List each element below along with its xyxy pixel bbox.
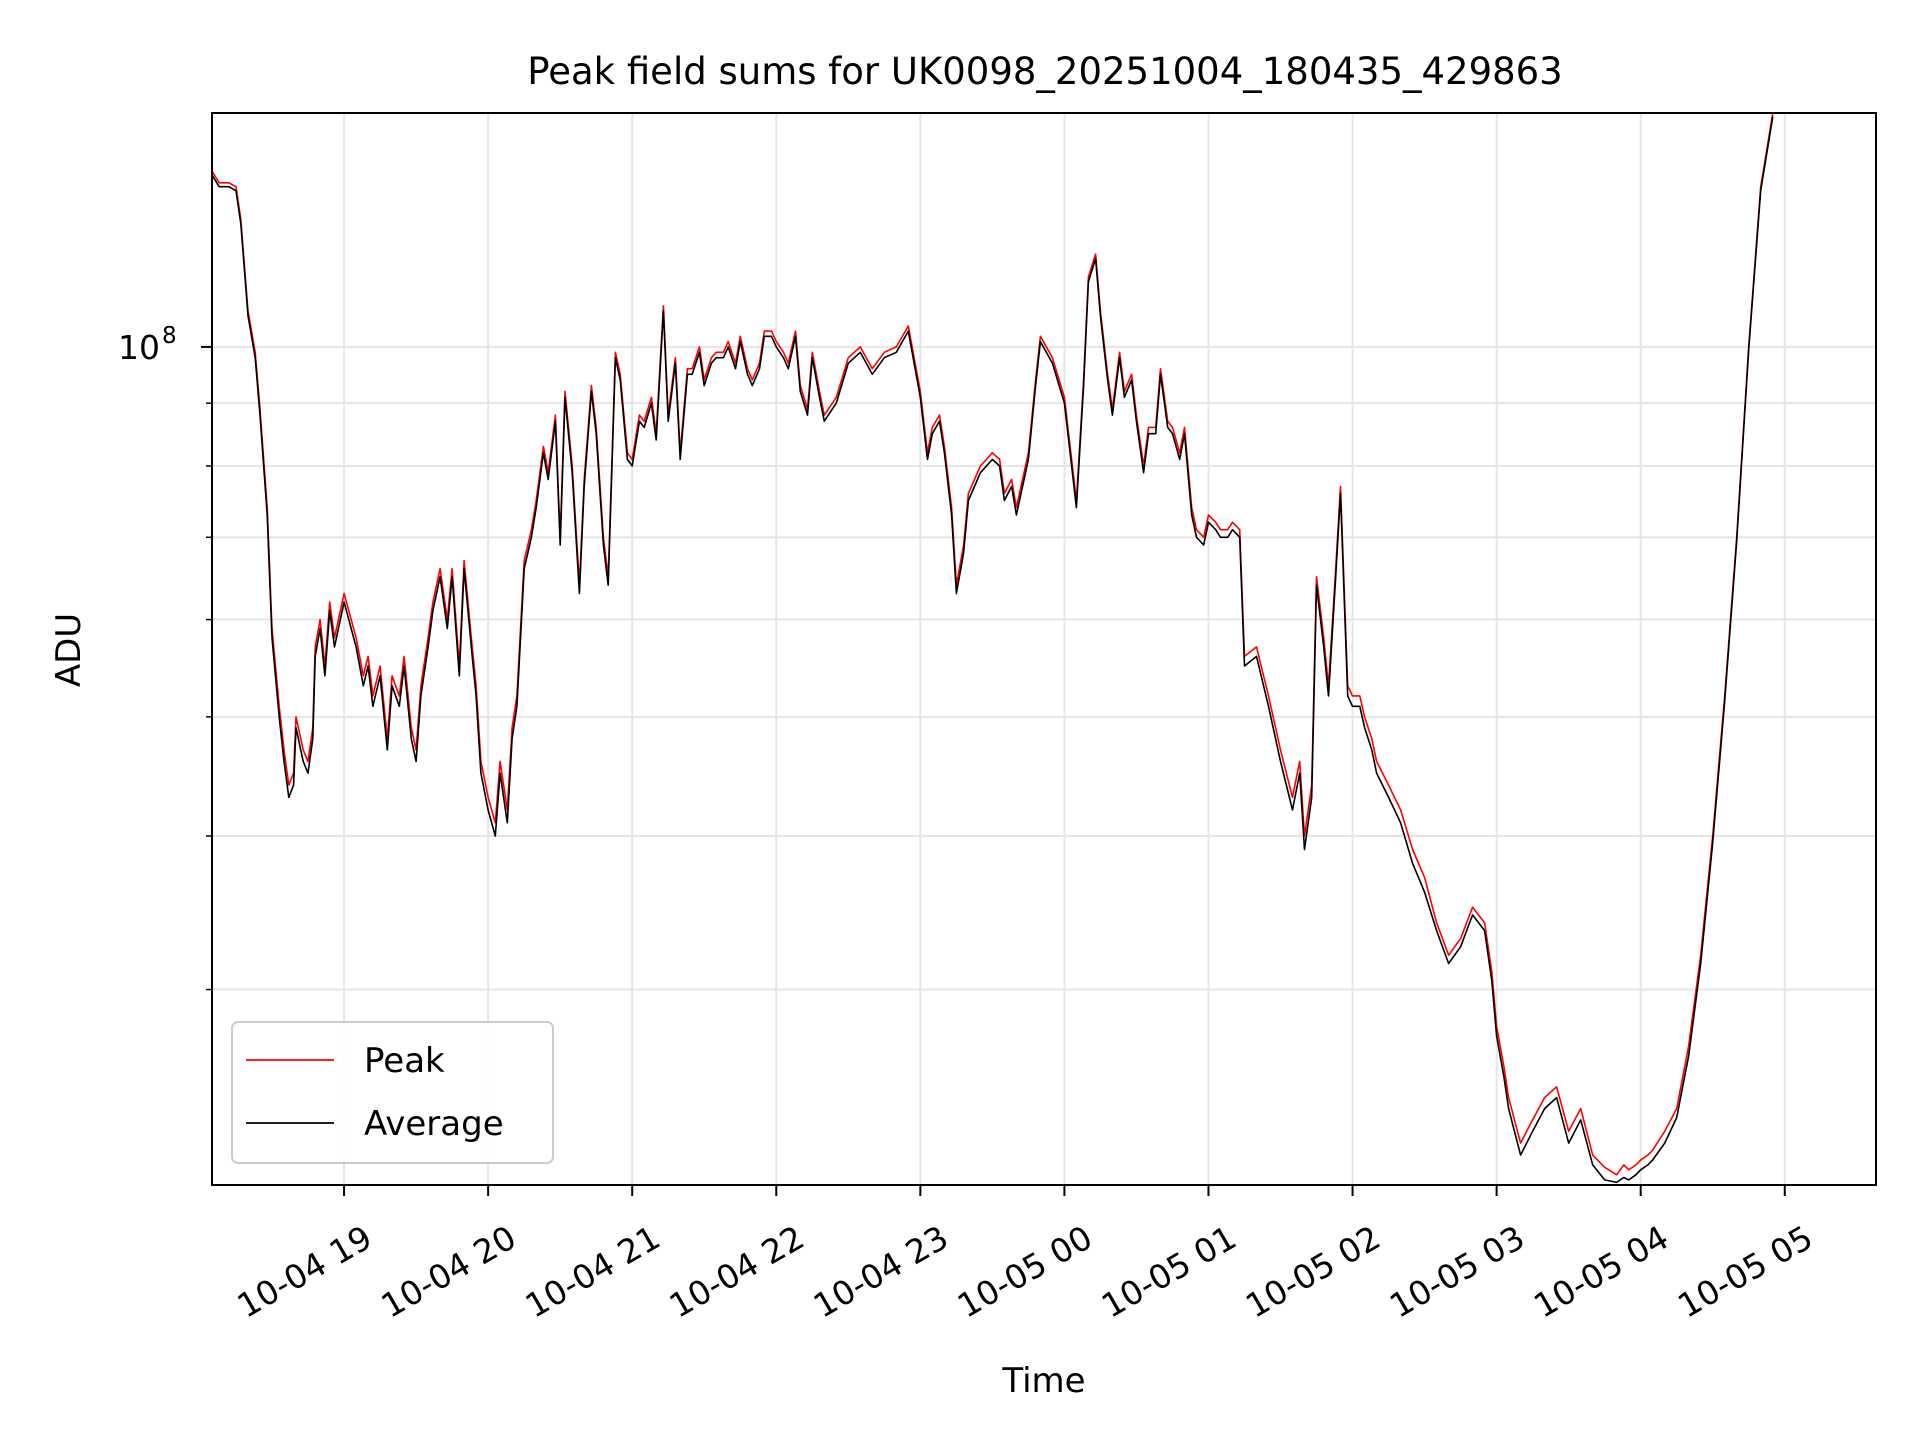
y-axis: 10 8 (118, 323, 212, 991)
y-tick-label: 10 (118, 328, 160, 367)
series-line-average (212, 116, 1774, 1184)
grid (212, 113, 1876, 1185)
legend-box (231, 1021, 554, 1164)
legend-label-peak: Peak (364, 1041, 445, 1081)
legend: Peak Average (231, 1021, 554, 1164)
chart-title: Peak field sums for UK0098_20251004_1804… (527, 50, 1562, 93)
series-layer (212, 113, 1774, 1184)
legend-label-average: Average (364, 1104, 504, 1144)
plot-frame (211, 112, 1877, 1186)
y-axis-label: ADU (49, 613, 89, 687)
y-tick-label-exponent: 8 (162, 323, 177, 349)
series-line-peak (212, 113, 1774, 1176)
x-axis-label: Time (1001, 1361, 1085, 1401)
